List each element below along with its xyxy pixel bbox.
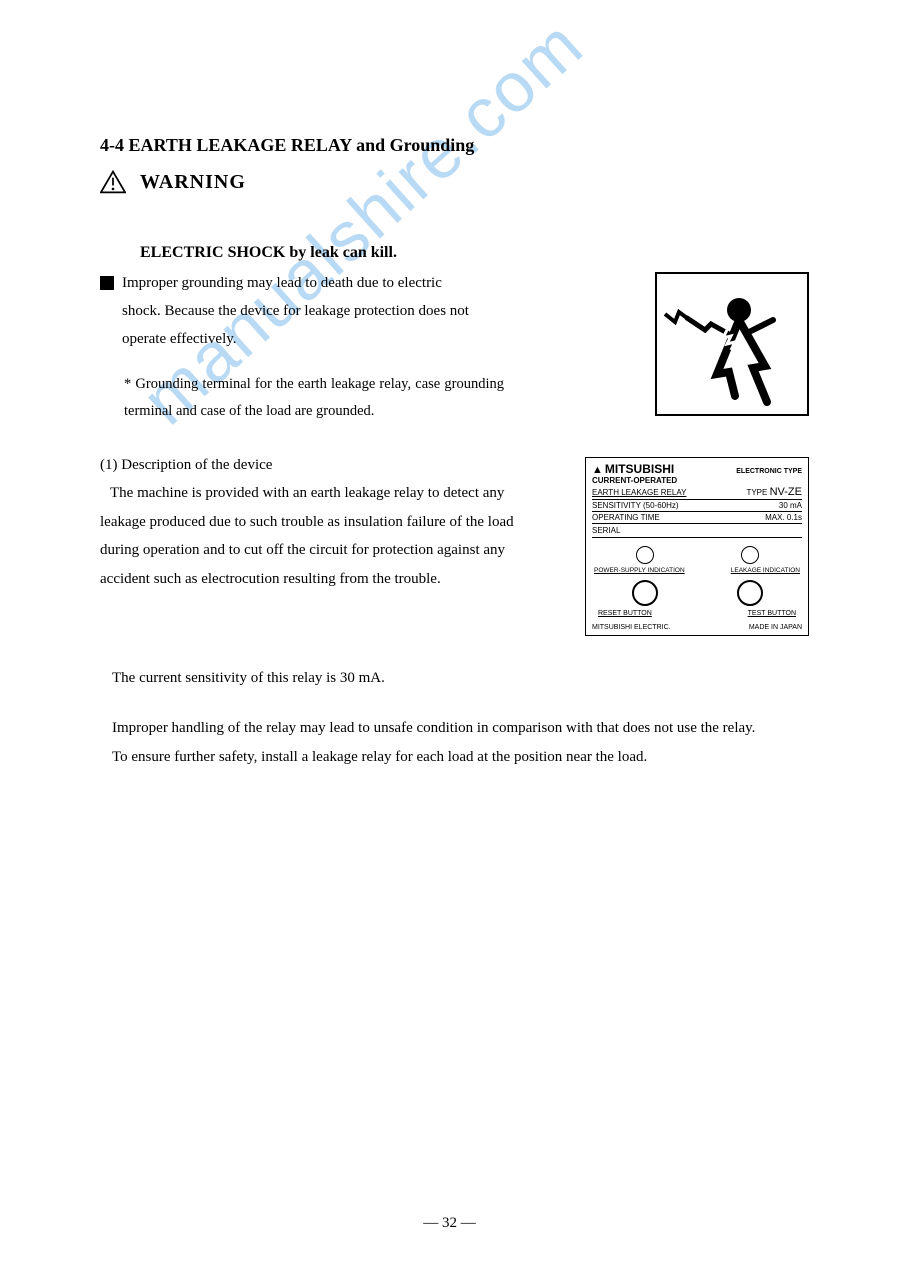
warning-triangle-icon: [100, 170, 126, 194]
relay-made-in: MADE IN JAPAN: [749, 624, 802, 631]
leakage-indication-label: LEAKAGE INDICATION: [731, 567, 800, 574]
relay-nameplate-diagram: ▲MITSUBISHI ELECTRONIC TYPE CURRENT-OPER…: [585, 457, 809, 636]
shock-text-column: Improper grounding may lead to death due…: [100, 270, 615, 425]
relay-type-value: NV-ZE: [770, 486, 802, 498]
document-page: 4-4 EARTH LEAKAGE RELAY and Grounding WA…: [0, 0, 899, 811]
section-heading: 4-4 EARTH LEAKAGE RELAY and Grounding: [100, 135, 809, 156]
relay-optime-label: OPERATING TIME: [592, 513, 660, 522]
ensure-safety-text: To ensure further safety, install a leak…: [100, 743, 809, 772]
power-supply-indicator-icon: [636, 546, 654, 564]
description-heading: (1) Description of the device: [100, 451, 545, 480]
relay-current-operated: CURRENT-OPERATED: [592, 476, 802, 485]
grounding-note: * Grounding terminal for the earth leaka…: [124, 371, 504, 425]
relay-sensitivity-value: 30 mA: [779, 501, 802, 510]
relay-brand-text: MITSUBISHI: [605, 462, 674, 476]
description-text-column: (1) Description of the device The machin…: [100, 451, 545, 636]
square-bullet-icon: [100, 276, 114, 290]
warning-row: WARNING: [100, 170, 809, 194]
relay-type-label: TYPE: [746, 488, 767, 497]
leakage-indicator-icon: [741, 546, 759, 564]
relay-brand: ▲MITSUBISHI: [592, 462, 674, 476]
bullet-row: Improper grounding may lead to death due…: [100, 270, 615, 353]
relay-electronic-type: ELECTRONIC TYPE: [736, 468, 802, 475]
relay-elr-label: EARTH LEAKAGE RELAY: [592, 488, 686, 497]
test-button-icon: [737, 580, 763, 606]
reset-button-label: RESET BUTTON: [598, 610, 652, 617]
relay-sensitivity-label: SENSITIVITY (50-60Hz): [592, 501, 679, 510]
page-number: — 32 —: [0, 1215, 899, 1232]
electric-shock-pictogram: [655, 272, 809, 416]
mitsubishi-logo-icon: ▲: [592, 464, 603, 476]
sensitivity-paragraph: The current sensitivity of this relay is…: [100, 664, 809, 693]
shock-row: Improper grounding may lead to death due…: [100, 270, 809, 425]
warning-label: WARNING: [140, 171, 246, 194]
description-row: (1) Description of the device The machin…: [100, 451, 809, 636]
description-body: The machine is provided with an earth le…: [100, 479, 545, 593]
relay-optime-value: MAX. 0.1s: [765, 513, 802, 522]
shock-heading: ELECTRIC SHOCK by leak can kill.: [140, 244, 809, 262]
test-button-label: TEST BUTTON: [748, 610, 796, 617]
relay-manufacturer: MITSUBISHI ELECTRIC.: [592, 624, 671, 631]
improper-grounding-text: Improper grounding may lead to death due…: [122, 270, 482, 353]
improper-handling-text: Improper handling of the relay may lead …: [100, 714, 809, 743]
closing-paragraphs: Improper handling of the relay may lead …: [100, 714, 809, 771]
reset-button-icon: [632, 580, 658, 606]
relay-serial-label: SERIAL: [592, 524, 802, 538]
power-supply-indication-label: POWER-SUPPLY INDICATION: [594, 567, 685, 574]
